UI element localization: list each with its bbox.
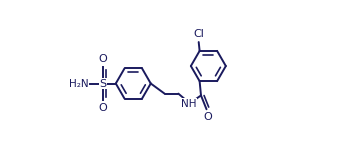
Text: NH: NH [181, 99, 196, 109]
Text: O: O [98, 103, 107, 113]
Text: O: O [203, 112, 212, 122]
Text: S: S [100, 78, 106, 89]
Text: H₂N: H₂N [69, 78, 89, 89]
Text: O: O [98, 54, 107, 64]
Text: Cl: Cl [193, 29, 204, 39]
